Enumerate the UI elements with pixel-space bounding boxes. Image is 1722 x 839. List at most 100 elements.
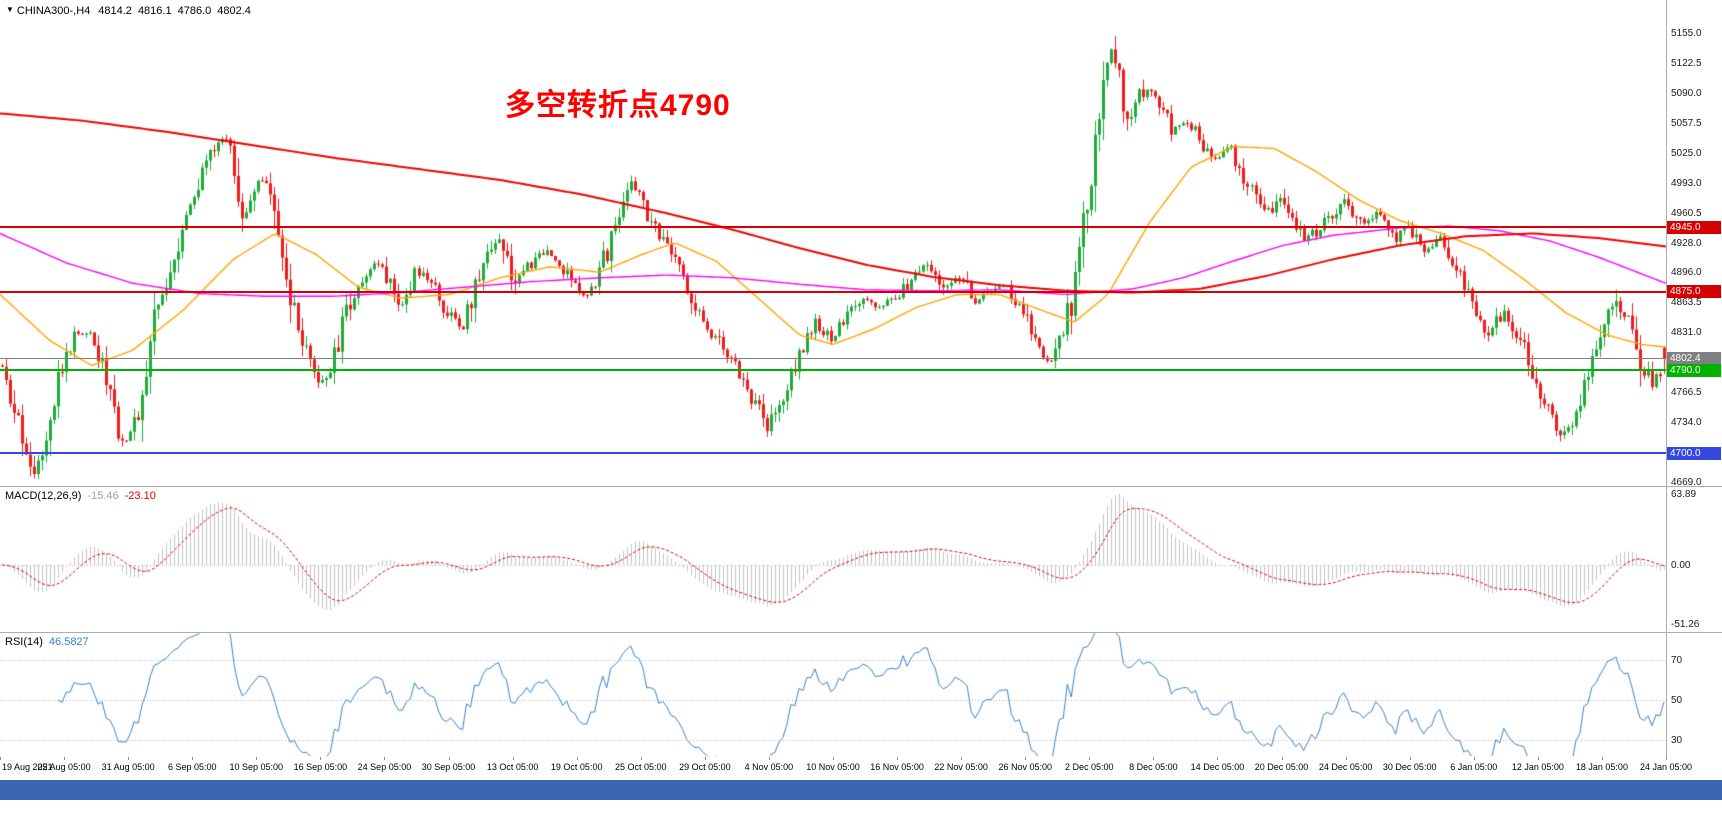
- ohlc-open: 4814.2: [98, 5, 132, 17]
- time-axis-tick: [320, 757, 322, 760]
- price-axis-label: 4896.0: [1671, 267, 1702, 279]
- time-axis-label: 22 Nov 05:00: [934, 762, 988, 772]
- macd-value-main: -15.46: [87, 490, 119, 502]
- time-axis-label: 24 Dec 05:00: [1318, 762, 1373, 772]
- time-axis-label: 19 Oct 05:00: [550, 762, 603, 772]
- time-axis-label: 6 Sep 05:00: [167, 762, 217, 772]
- macd-axis-label: 0.00: [1671, 560, 1691, 571]
- price-axis-label: 4734.0: [1671, 416, 1702, 428]
- time-axis-label: 4 Nov 05:00: [744, 762, 794, 772]
- time-axis-tick: [1473, 757, 1475, 760]
- symbol-timeframe-label: CHINA300-,H4: [16, 5, 91, 17]
- time-axis[interactable]: 19 Aug 2021 25 Aug 05:00 31 Aug 05:00 6 Sep…: [0, 757, 1722, 779]
- level-line-resistance-lower[interactable]: [0, 290, 1666, 293]
- time-axis-tick: [1345, 757, 1347, 760]
- time-axis-label: 19 Aug 2021: [2, 762, 53, 772]
- time-axis-tick: [512, 757, 514, 760]
- time-axis-tick: [192, 757, 194, 760]
- time-axis-label: 30 Sep 05:00: [421, 762, 476, 772]
- time-axis-tick: [1666, 757, 1667, 760]
- time-axis-tick: [1153, 757, 1155, 760]
- time-axis-tick: [897, 757, 899, 760]
- chart-canvas[interactable]: [0, 0, 1722, 757]
- rsi-axis-label: 50: [1671, 695, 1683, 706]
- time-axis-tick: [1025, 757, 1027, 760]
- time-axis-tick: [384, 757, 386, 760]
- time-axis-tick: [833, 757, 834, 760]
- time-axis-label: 10 Nov 05:00: [806, 762, 860, 772]
- ohlc-close: 4802.4: [217, 5, 251, 17]
- price-tag-current-price: 4802.4: [1667, 352, 1721, 366]
- price-axis-label: 4928.0: [1671, 237, 1702, 249]
- time-axis-tick: [0, 757, 1, 760]
- macd-indicator-label: MACD(12,26,9) -15.46 -23.10: [5, 490, 156, 502]
- level-line-resistance-upper[interactable]: [0, 226, 1666, 228]
- price-axis-label: 5090.0: [1671, 88, 1702, 100]
- price-axis-label: 4831.0: [1671, 327, 1702, 339]
- time-axis-label: 8 Dec 05:00: [1129, 762, 1178, 772]
- ohlc-high: 4816.1: [137, 5, 172, 17]
- macd-value-signal: -23.10: [124, 490, 156, 502]
- time-axis-tick: [576, 757, 578, 760]
- time-axis-tick: [1217, 757, 1219, 760]
- price-axis-label: 5057.5: [1671, 118, 1702, 130]
- rsi-indicator-label: RSI(14) 46.5827: [5, 636, 89, 648]
- time-axis-tick: [256, 757, 258, 760]
- ohlc-low: 4786.0: [177, 5, 212, 17]
- price-axis-label: 4863.5: [1671, 297, 1702, 309]
- price-tag-support-pivot: 4790.0: [1667, 363, 1721, 377]
- macd-axis-label: 63.89: [1671, 489, 1697, 500]
- time-axis-label: 26 Nov 05:00: [998, 762, 1052, 772]
- macd-axis-label: -51.26: [1671, 619, 1700, 630]
- time-axis-tick: [448, 757, 450, 760]
- time-axis-label: 6 Jan 05:00: [1450, 762, 1498, 772]
- time-axis-label: 13 Oct 05:00: [486, 762, 539, 772]
- bottom-blue-bar: [0, 780, 1722, 800]
- time-axis-tick: [128, 757, 130, 760]
- time-axis-label: 20 Dec 05:00: [1254, 762, 1309, 772]
- chart-annotation-text[interactable]: 多空转折点4790: [505, 89, 731, 122]
- price-tag-resistance-lower: 4875.0: [1667, 285, 1721, 299]
- time-axis-tick: [1409, 757, 1411, 760]
- price-axis-label: 4993.0: [1671, 177, 1702, 189]
- rsi-panel-separator[interactable]: [0, 632, 1722, 633]
- time-axis-label: 24 Jan 05:00: [1639, 762, 1693, 772]
- macd-name: MACD(12,26,9): [5, 490, 82, 502]
- collapse-triangle-icon[interactable]: ▼: [6, 5, 14, 14]
- price-axis-label: 5155.0: [1671, 28, 1702, 39]
- time-axis-label: 10 Sep 05:00: [229, 762, 284, 772]
- rsi-value: 46.5827: [48, 636, 89, 648]
- level-line-current-price[interactable]: [0, 358, 1666, 360]
- price-axis-label: 5025.0: [1671, 148, 1702, 160]
- time-axis-tick: [1089, 757, 1091, 760]
- time-axis-label: 25 Aug 05:00: [37, 762, 91, 772]
- time-axis-label: 14 Dec 05:00: [1190, 762, 1245, 772]
- time-axis-label: 16 Nov 05:00: [870, 762, 924, 772]
- time-axis-label: 25 Oct 05:00: [614, 762, 667, 772]
- rsi-name: RSI(14): [5, 636, 43, 648]
- price-axis-label: 5122.5: [1671, 58, 1702, 70]
- time-axis-label: 24 Sep 05:00: [357, 762, 412, 772]
- time-axis-label: 30 Dec 05:00: [1382, 762, 1437, 772]
- rsi-axis-label: 70: [1671, 655, 1683, 666]
- time-axis-tick: [768, 757, 770, 760]
- price-axis-label: 4960.5: [1671, 207, 1702, 219]
- time-axis-tick: [1601, 757, 1603, 760]
- level-line-support-pivot[interactable]: [0, 369, 1666, 372]
- price-axis-label: 4766.5: [1671, 386, 1702, 398]
- price-scale-separator[interactable]: [1666, 0, 1667, 757]
- time-axis-label: 16 Sep 05:00: [293, 762, 348, 772]
- price-tag-support-lower: 4700.0: [1667, 446, 1721, 460]
- level-line-support-lower[interactable]: [0, 452, 1666, 455]
- symbol-ohlc-header: ▼ CHINA300-,H4 4814.2 4816.1 4786.0 4802.4: [6, 5, 257, 17]
- time-axis-tick: [1537, 757, 1539, 760]
- time-axis-tick: [640, 757, 642, 760]
- time-axis-label: 2 Dec 05:00: [1065, 762, 1114, 772]
- price-tag-resistance-upper: 4945.0: [1667, 220, 1721, 234]
- time-axis-label: 29 Oct 05:00: [679, 762, 731, 772]
- price-axis-label: 4669.0: [1671, 477, 1702, 488]
- time-axis-label: 31 Aug 05:00: [101, 762, 155, 772]
- macd-panel-separator[interactable]: [0, 486, 1722, 487]
- time-axis-tick: [1281, 757, 1283, 760]
